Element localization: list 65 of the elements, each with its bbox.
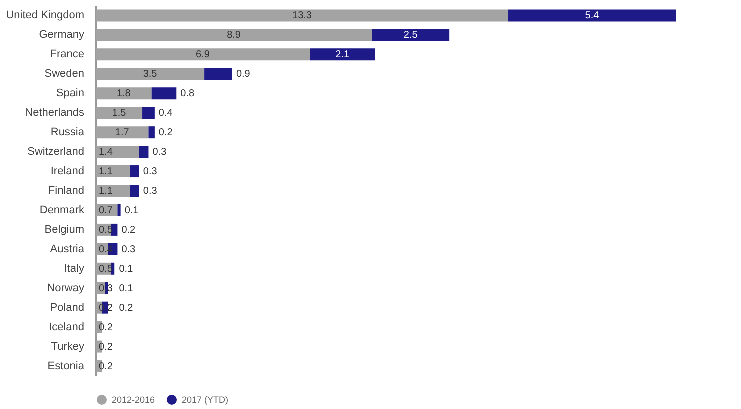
data-label: 0.2	[99, 361, 114, 372]
data-label: 0.3	[143, 186, 158, 197]
legend-label: 2012-2016	[112, 395, 156, 405]
bar	[310, 48, 376, 61]
data-label: 0.8	[180, 88, 195, 100]
data-label: 1.4	[99, 147, 114, 158]
data-label: 1.5	[112, 108, 127, 120]
bar	[118, 204, 121, 216]
data-label: 0.1	[119, 283, 134, 294]
y-tick-label: United Kingdom	[6, 10, 84, 22]
data-label: 2.5	[404, 30, 418, 42]
y-tick-label: Belgium	[44, 224, 84, 236]
y-tick-label: Germany	[39, 29, 85, 42]
y-tick-label: Italy	[64, 262, 85, 275]
y-tick-label: Ireland	[50, 166, 84, 178]
bar	[142, 107, 155, 120]
data-label: 1.8	[116, 88, 132, 100]
legend-label: 2017 (YTD)	[182, 395, 229, 405]
data-label: 0.3	[122, 244, 136, 256]
data-label: 0.9	[236, 69, 251, 80]
bar	[139, 146, 149, 158]
y-tick-label: Estonia	[48, 360, 86, 372]
y-tick-label: Netherlands	[25, 107, 85, 120]
data-label: 0.2	[99, 302, 114, 314]
bar	[130, 185, 140, 197]
data-label: 0.4	[158, 108, 174, 120]
y-tick-label: Austria	[50, 243, 86, 256]
bar	[148, 126, 155, 139]
y-tick-label: France	[50, 48, 84, 61]
data-label: 1.1	[99, 186, 114, 197]
data-label: 0.2	[119, 302, 134, 314]
data-label: 0.3	[152, 147, 168, 158]
data-label: 0.2	[99, 342, 114, 353]
y-tick-label: Switzerland	[28, 146, 84, 158]
data-label: 0.1	[119, 264, 134, 275]
bar	[372, 29, 450, 42]
data-label: 1.1	[99, 166, 114, 178]
data-label: 0.2	[99, 322, 114, 334]
data-label: 0.3	[143, 166, 158, 178]
bar	[130, 166, 140, 178]
bar	[112, 224, 118, 236]
y-tick-label: Iceland	[49, 321, 84, 334]
data-label: 0.3	[99, 283, 114, 294]
data-label: 8.9	[227, 30, 242, 42]
bar	[204, 68, 232, 80]
data-label: 0.7	[99, 205, 114, 216]
data-label: 0.1	[124, 205, 140, 216]
y-tick-label: Finland	[48, 185, 84, 197]
data-label: 3.5	[143, 69, 158, 80]
y-tick-label: Russia	[50, 126, 86, 139]
y-tick-label: Norway	[47, 282, 85, 294]
y-tick-label: Sweden	[44, 68, 84, 80]
y-tick-label: Poland	[50, 302, 84, 314]
data-label: 5.4	[585, 10, 600, 22]
data-label: 6.9	[196, 50, 210, 61]
data-label: 13.3	[292, 10, 312, 22]
y-tick-label: Denmark	[40, 204, 85, 216]
data-label: 2.1	[336, 50, 350, 61]
bar	[152, 88, 177, 100]
data-label: 1.7	[115, 128, 130, 139]
bar	[508, 10, 676, 22]
y-tick-label: Turkey	[51, 340, 85, 353]
data-label: 0.2	[158, 128, 174, 139]
y-tick-label: Spain	[56, 88, 84, 100]
data-label: 0.2	[122, 224, 136, 236]
